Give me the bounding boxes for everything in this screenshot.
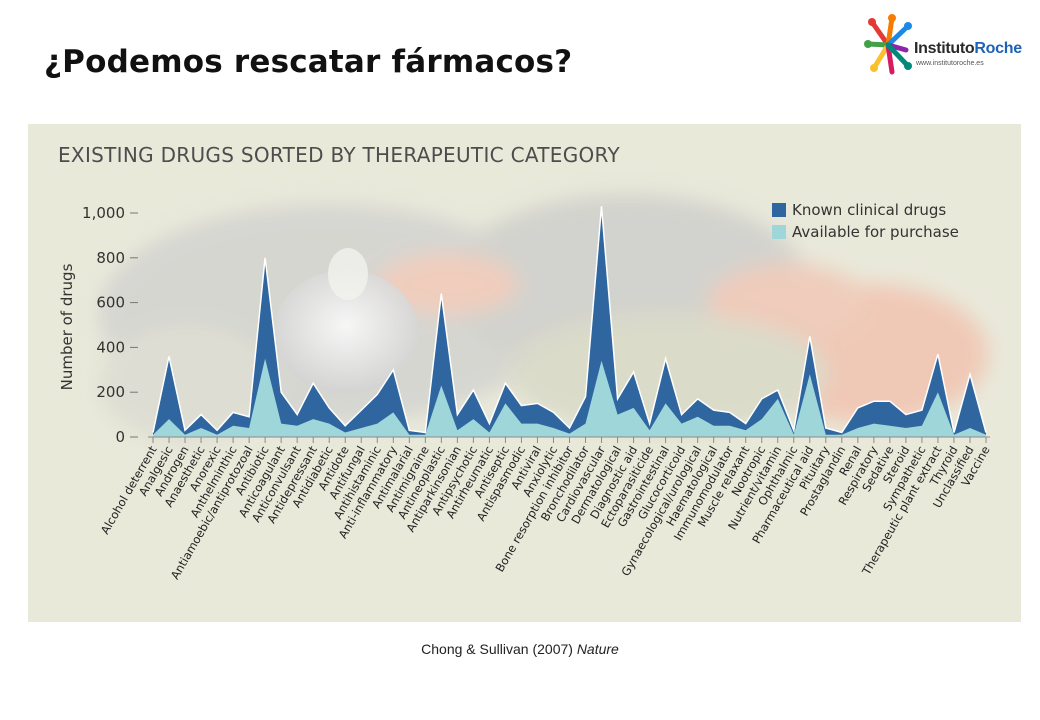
- series-available-for-purchase: [153, 358, 986, 437]
- y-tick-label: 800: [96, 249, 125, 267]
- legend-swatch-known: [772, 203, 786, 217]
- caption-journal: Nature: [576, 641, 619, 657]
- logo-figures-icon: [864, 14, 912, 75]
- y-tick-label: 600: [96, 294, 125, 312]
- logo-url: www.institutoroche.es: [916, 60, 984, 67]
- area-chart: EXISTING DRUGS SORTED BY THERAPEUTIC CAT…: [58, 143, 993, 582]
- legend-label-available: Available for purchase: [792, 223, 959, 241]
- pill-shape: [274, 270, 418, 394]
- caption-authors: Chong & Sullivan: [421, 641, 529, 657]
- pill-shape: [328, 248, 368, 300]
- y-tick-label: 1,000: [82, 204, 125, 222]
- y-tick-label: 400: [96, 338, 125, 356]
- slide-title: ¿Podemos rescatar fármacos?: [44, 44, 573, 80]
- chart-title: EXISTING DRUGS SORTED BY THERAPEUTIC CAT…: [58, 143, 620, 167]
- instituto-roche-logo: InstitutoRoche www.institutoroche.es: [862, 14, 1032, 80]
- legend-swatch-available: [772, 225, 786, 239]
- logo-name: InstitutoRoche: [914, 40, 1022, 58]
- citation-caption: Chong & Sullivan (2007) Nature: [0, 641, 1040, 657]
- legend: Known clinical drugs Available for purch…: [772, 201, 959, 241]
- y-tick-label: 200: [96, 383, 125, 401]
- y-tick-label: 0: [115, 428, 125, 446]
- y-axis-label: Number of drugs: [58, 263, 76, 390]
- logo-name-part1: Instituto: [914, 40, 975, 57]
- legend-label-known: Known clinical drugs: [792, 201, 946, 219]
- chart-figure: EXISTING DRUGS SORTED BY THERAPEUTIC CAT…: [28, 124, 1021, 622]
- logo-name-part2: Roche: [974, 40, 1022, 57]
- series-known-outline: [152, 206, 987, 434]
- caption-year: (2007): [532, 641, 573, 657]
